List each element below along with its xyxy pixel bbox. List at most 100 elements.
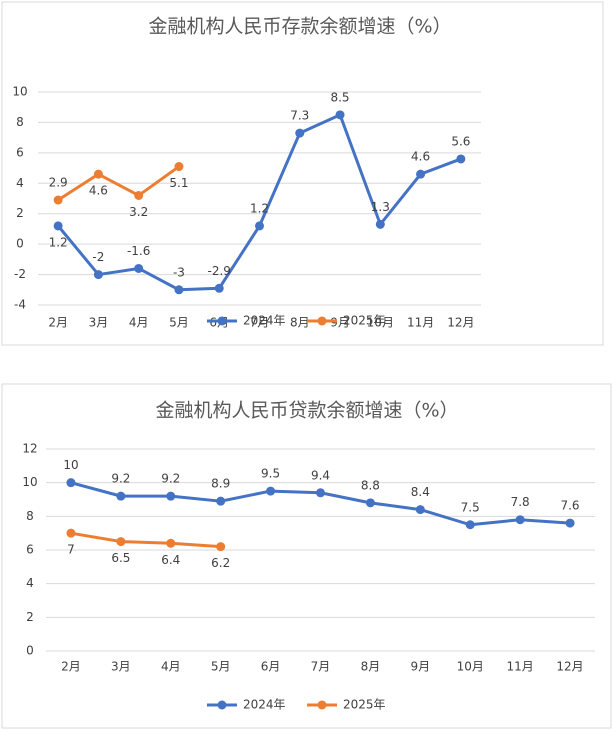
data-label: -2.9 <box>208 264 231 278</box>
legend-marker <box>317 700 327 710</box>
chart-title: 金融机构人民币存款余额增速（%） <box>148 16 451 38</box>
data-label: 4.6 <box>411 150 430 164</box>
data-point <box>515 515 525 525</box>
legend-label: 2025年 <box>343 314 386 328</box>
x-tick-label: 10月 <box>367 316 394 330</box>
y-tick-label: 6 <box>26 543 34 557</box>
data-label: -1.6 <box>127 244 150 258</box>
data-point <box>166 538 176 548</box>
data-label: 1.2 <box>250 201 269 215</box>
data-label: 9.2 <box>111 472 130 486</box>
x-tick-label: 6月 <box>261 660 281 674</box>
x-tick-label: 4月 <box>129 316 149 330</box>
data-label: 9.5 <box>261 467 280 481</box>
data-label: 4.6 <box>89 184 108 198</box>
data-point <box>66 528 76 538</box>
y-tick-label: 12 <box>22 442 37 456</box>
legend-label: 2024年 <box>243 698 286 712</box>
data-point <box>416 169 426 179</box>
data-label: 9.4 <box>311 468 330 482</box>
chart-frame <box>1 383 612 729</box>
data-label: -3 <box>173 265 185 279</box>
data-point <box>456 154 466 164</box>
data-label: 7.3 <box>290 109 309 123</box>
x-tick-label: 5月 <box>211 660 231 674</box>
y-tick-label: 0 <box>26 644 34 658</box>
x-tick-label: 9月 <box>330 316 350 330</box>
y-tick-label: 4 <box>16 176 24 190</box>
x-tick-label: 11月 <box>407 316 434 330</box>
data-point <box>316 488 325 498</box>
data-point <box>365 498 375 508</box>
data-label: 7 <box>67 543 75 557</box>
data-label: 7.6 <box>560 499 579 513</box>
data-point <box>415 505 425 515</box>
y-tick-label: -2 <box>14 267 26 281</box>
data-point <box>174 162 184 172</box>
y-tick-label: 10 <box>12 85 27 99</box>
data-label: 6.5 <box>111 551 130 565</box>
y-tick-label: 0 <box>16 237 24 251</box>
data-label: 2.9 <box>49 176 68 190</box>
y-tick-label: 4 <box>26 576 34 590</box>
data-point <box>565 518 575 528</box>
legend-marker <box>217 700 227 710</box>
y-tick-label: 2 <box>26 610 34 624</box>
y-tick-label: 6 <box>16 145 24 159</box>
data-point <box>166 491 176 501</box>
data-label: 10 <box>63 458 78 472</box>
y-tick-label: 8 <box>16 115 24 129</box>
data-label: 8.4 <box>411 485 430 499</box>
x-tick-label: 8月 <box>290 316 310 330</box>
x-tick-label: 10月 <box>457 660 484 674</box>
x-tick-label: 2月 <box>48 316 68 330</box>
x-tick-label: 5月 <box>169 316 189 330</box>
data-label: 6.4 <box>161 553 180 567</box>
chart-frame <box>1 1 604 346</box>
data-point <box>216 496 226 506</box>
data-point <box>53 221 63 231</box>
data-label: 5.6 <box>451 134 470 148</box>
data-point <box>134 263 144 273</box>
data-point <box>335 110 345 120</box>
data-point <box>465 520 475 530</box>
x-tick-label: 3月 <box>111 660 131 674</box>
series-line <box>70 531 221 549</box>
data-label: -2 <box>92 250 104 264</box>
data-label: 5.1 <box>169 176 188 190</box>
legend-label: 2024年 <box>243 314 286 328</box>
legend-label: 2025年 <box>343 698 386 712</box>
data-point <box>214 283 224 293</box>
data-point <box>66 478 76 488</box>
data-point <box>53 195 63 205</box>
legend-marker <box>217 316 227 326</box>
data-label: 6.2 <box>211 556 230 570</box>
data-point <box>375 219 385 229</box>
data-point <box>216 542 226 552</box>
x-tick-label: 12月 <box>556 660 583 674</box>
data-point <box>266 486 276 496</box>
x-tick-label: 8月 <box>361 660 381 674</box>
data-point <box>295 128 305 138</box>
data-point <box>93 270 103 280</box>
chart-title: 金融机构人民币贷款余额增速（%） <box>155 400 458 422</box>
legend-marker <box>317 316 327 326</box>
data-label: 8.9 <box>211 477 230 491</box>
data-label: 8.8 <box>361 478 380 492</box>
x-tick-label: 12月 <box>447 316 474 330</box>
series-line <box>57 165 180 202</box>
x-tick-label: 4月 <box>161 660 181 674</box>
y-tick-label: 2 <box>16 206 24 220</box>
x-tick-label: 7月 <box>311 660 331 674</box>
data-label: 8.5 <box>330 90 349 104</box>
data-point <box>116 537 126 547</box>
data-label: 7.5 <box>461 500 480 514</box>
y-tick-label: 8 <box>26 509 34 523</box>
data-point <box>134 190 144 200</box>
x-tick-label: 2月 <box>61 660 81 674</box>
data-point <box>174 285 184 295</box>
data-label: 7.8 <box>511 495 530 509</box>
data-point <box>116 491 126 501</box>
